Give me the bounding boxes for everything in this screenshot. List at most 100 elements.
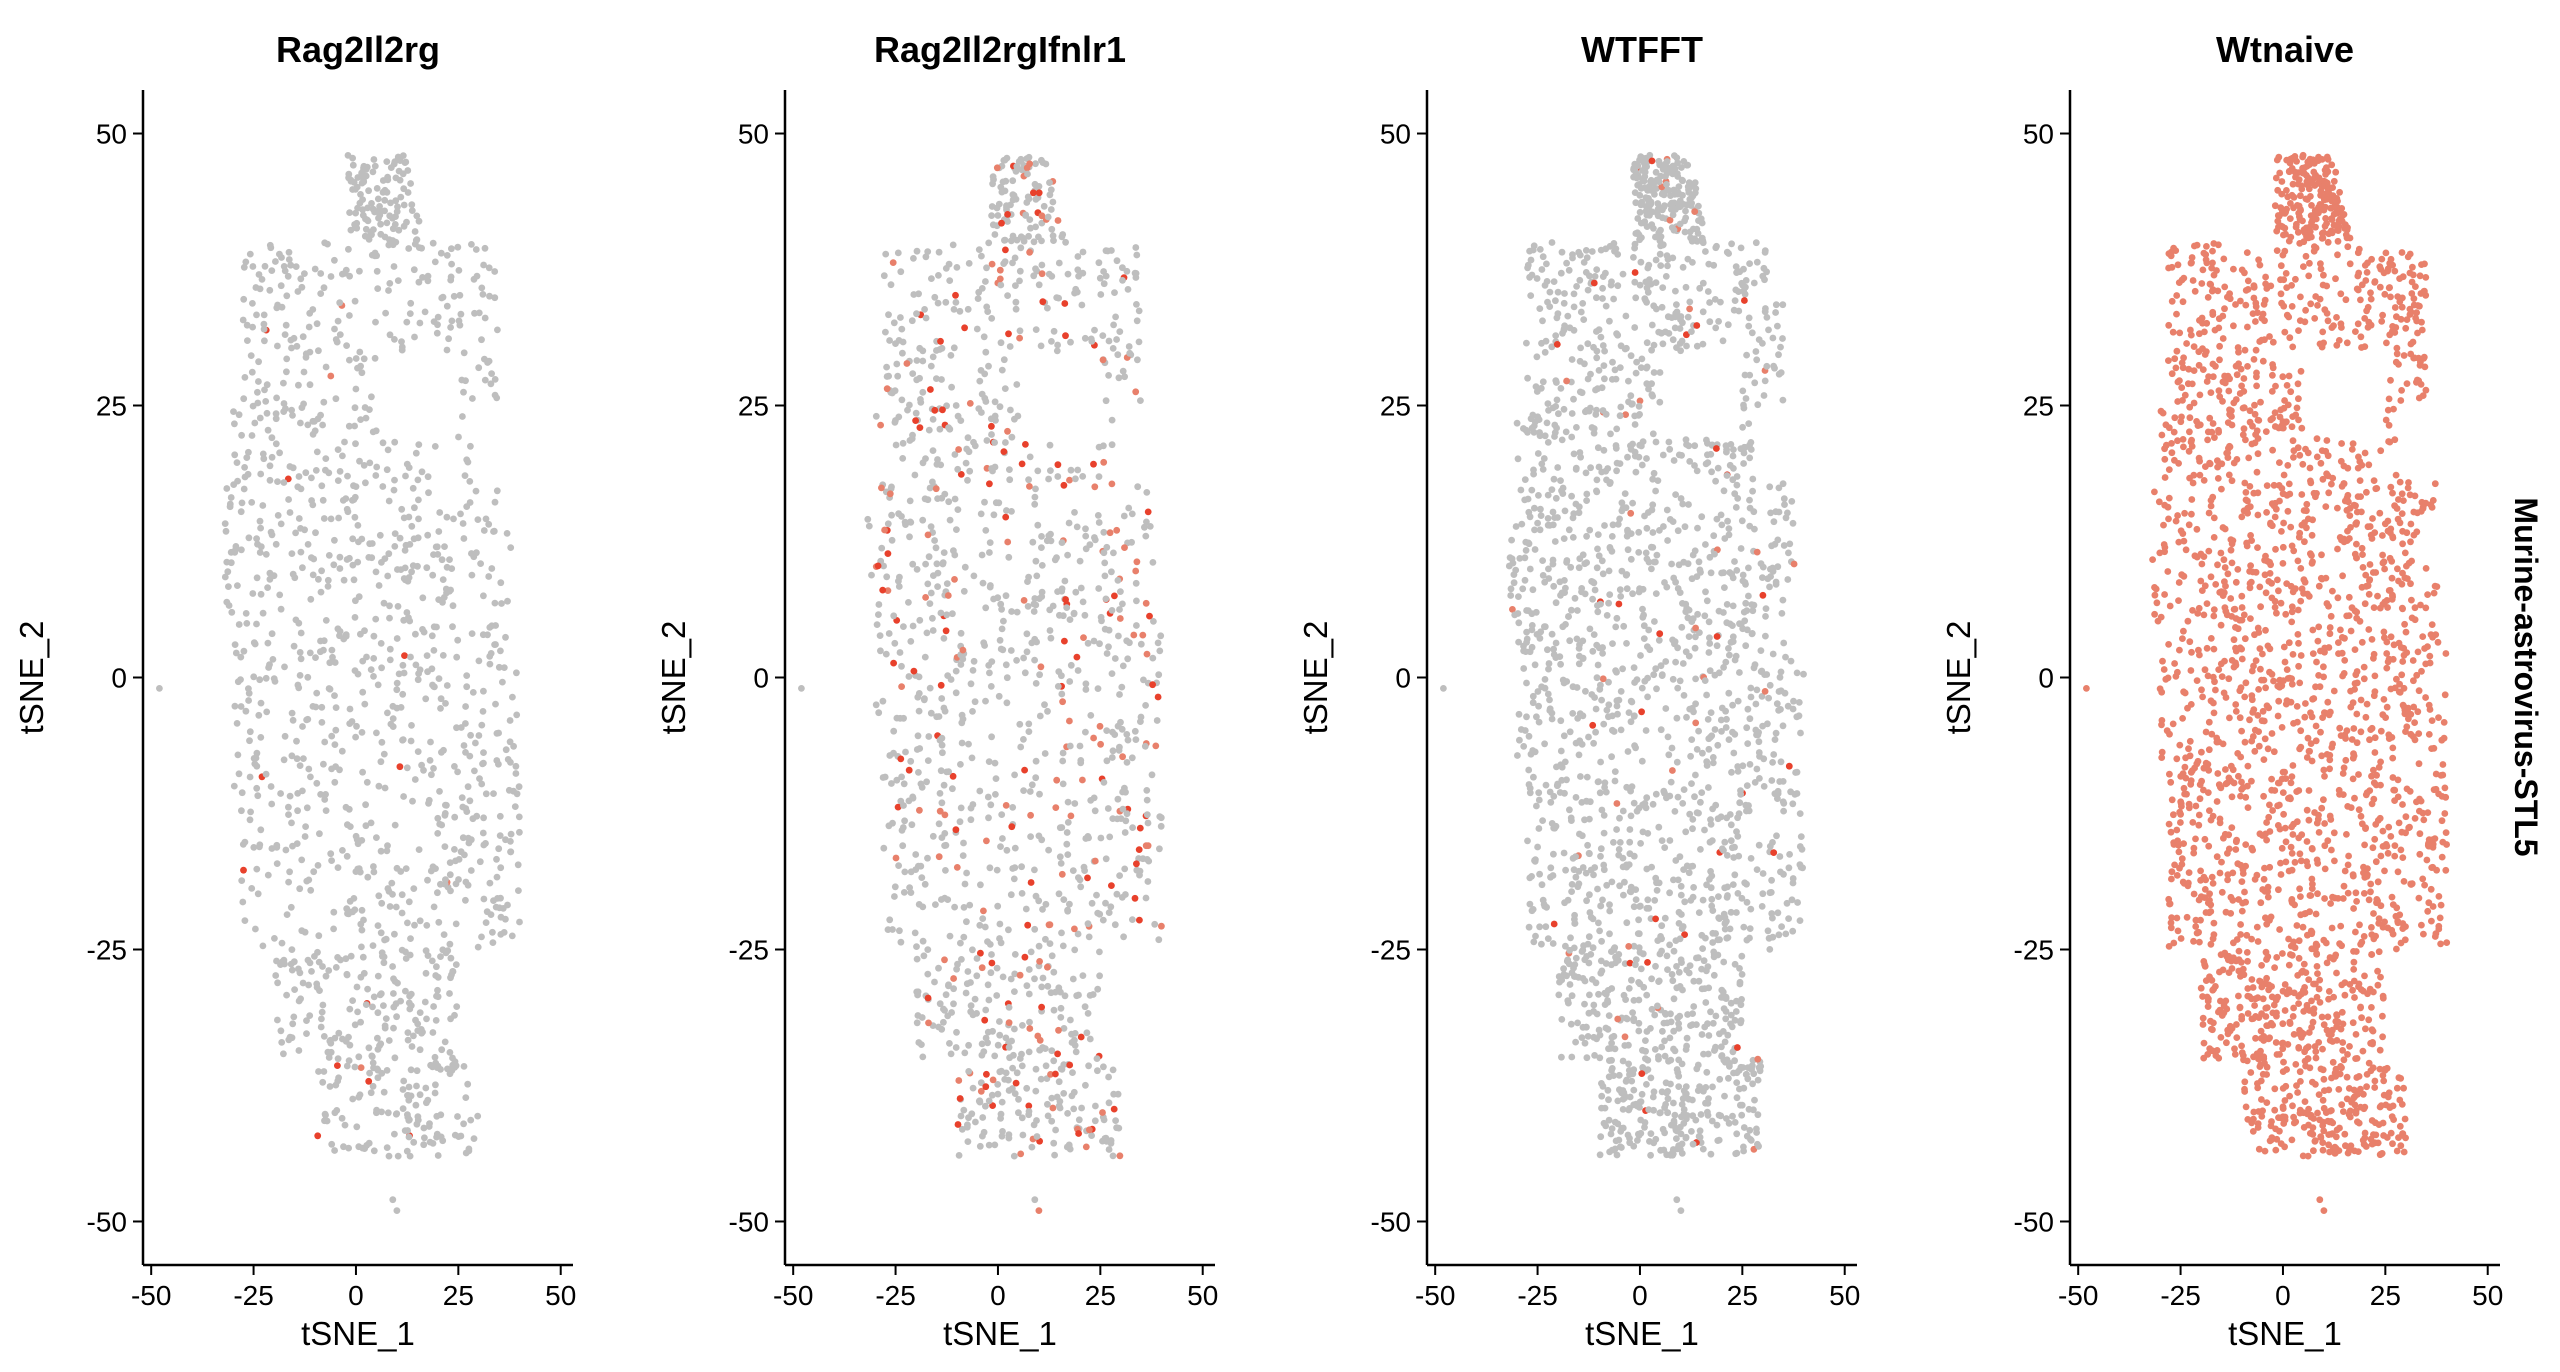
data-point [1669, 977, 1677, 985]
data-point [997, 339, 1005, 347]
data-point [1636, 281, 1644, 289]
data-point [1629, 440, 1636, 448]
data-point [1729, 701, 1736, 709]
data-point [949, 785, 956, 793]
data-point [905, 766, 913, 774]
data-point [946, 1040, 953, 1047]
data-point [391, 221, 399, 228]
data-point [463, 808, 471, 815]
data-point [1102, 855, 1110, 863]
data-point [913, 247, 921, 255]
data-point [1061, 992, 1069, 1000]
data-point [339, 452, 346, 460]
data-point [280, 1050, 287, 1058]
data-point [391, 930, 398, 938]
data-point [922, 314, 930, 322]
data-point [1725, 645, 1732, 652]
data-point [404, 1127, 411, 1134]
data-point [475, 364, 483, 372]
data-point [1561, 507, 1569, 515]
data-point [1663, 181, 1670, 188]
data-point [297, 275, 305, 283]
data-point [1112, 313, 1119, 321]
data-point [391, 821, 399, 829]
data-point [498, 600, 505, 607]
data-point [1666, 216, 1674, 224]
data-point [1745, 322, 1753, 330]
data-point [392, 1000, 400, 1008]
data-point [963, 1123, 971, 1131]
data-point [953, 1028, 960, 1036]
data-point [413, 212, 421, 220]
data-point [434, 1152, 442, 1159]
data-point [1619, 1087, 1627, 1094]
data-point [1042, 935, 1049, 943]
data-point [405, 245, 413, 252]
data-point [327, 850, 335, 858]
data-point [896, 927, 903, 935]
data-point [1693, 746, 1701, 753]
data-point [277, 1027, 285, 1035]
data-point [411, 921, 418, 929]
data-point [976, 1142, 984, 1150]
data-point [1590, 1001, 1598, 1009]
data-point [332, 336, 340, 343]
data-point [1626, 838, 1634, 846]
data-point [1548, 239, 1556, 246]
data-point [351, 404, 359, 412]
data-point [1730, 465, 1737, 472]
data-point [402, 987, 409, 995]
data-point [1570, 964, 1577, 972]
data-point [907, 757, 915, 765]
data-point [1615, 846, 1623, 853]
data-point [925, 733, 933, 740]
data-point [446, 859, 454, 866]
data-point [512, 770, 520, 777]
data-point [1085, 933, 1093, 941]
data-point [1535, 825, 1543, 832]
data-point [274, 512, 282, 519]
data-point [996, 1031, 1004, 1039]
data-point [370, 226, 377, 234]
data-point [330, 925, 337, 933]
data-point [952, 826, 960, 834]
data-point [1610, 295, 1617, 303]
data-point [377, 758, 385, 766]
data-point [985, 362, 992, 370]
data-point [1754, 1076, 1762, 1084]
data-point [407, 653, 414, 661]
data-point [481, 355, 488, 363]
data-point [1668, 224, 1676, 232]
data-point [898, 325, 906, 333]
data-point [1711, 671, 1719, 679]
data-point [356, 868, 364, 876]
data-point [1727, 908, 1735, 916]
data-point [1572, 464, 1580, 472]
data-point [1682, 214, 1690, 222]
data-point [1740, 443, 1748, 451]
data-point [1737, 787, 1744, 794]
data-point [982, 604, 990, 612]
data-point [1557, 747, 1565, 755]
data-point [379, 483, 387, 490]
data-point [1579, 637, 1587, 645]
data-point [1615, 600, 1623, 608]
data-point [297, 995, 304, 1003]
data-point [245, 689, 253, 697]
data-point [260, 455, 268, 463]
data-point [1723, 472, 1731, 479]
data-point [1738, 971, 1746, 978]
data-point [289, 570, 297, 578]
data-point [969, 801, 977, 808]
data-point [241, 374, 249, 381]
data-point [1595, 367, 1603, 374]
data-point [1691, 547, 1699, 555]
data-point [1074, 667, 1082, 674]
data-point [441, 843, 449, 850]
data-point [326, 659, 334, 667]
data-point [453, 1003, 461, 1010]
data-point [1042, 1062, 1050, 1070]
x-tick-label: 50 [545, 1280, 576, 1311]
data-point [250, 639, 258, 647]
data-point [370, 1147, 378, 1155]
